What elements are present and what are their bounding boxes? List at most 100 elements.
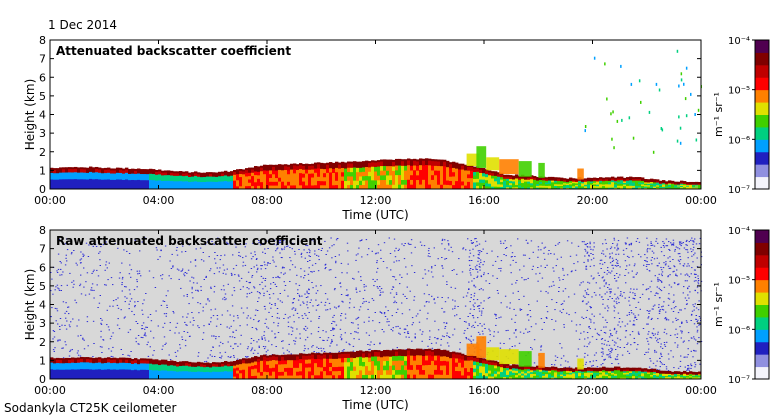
noise-speck <box>335 324 338 326</box>
layer-cell <box>203 176 207 180</box>
layer-cell <box>377 170 381 176</box>
layer-cell <box>92 369 96 373</box>
y-tick-label: 7 <box>39 53 46 66</box>
noise-speck <box>661 356 663 357</box>
layer-cell <box>545 182 549 185</box>
noise-speck <box>606 270 609 271</box>
cloud-speck <box>648 110 651 114</box>
noise-speck <box>335 239 338 241</box>
noise-speck <box>404 295 406 297</box>
layer-cell <box>107 169 111 173</box>
layer-cell <box>386 161 390 167</box>
noise-speck <box>161 274 164 276</box>
noise-speck <box>614 265 617 267</box>
layer-cell <box>290 169 294 174</box>
layer-cell <box>338 184 342 190</box>
noise-speck <box>355 318 357 320</box>
layer-cell <box>677 184 681 186</box>
noise-speck <box>477 260 479 262</box>
layer-cell <box>302 363 306 368</box>
noise-speck <box>428 294 430 296</box>
noise-speck <box>667 319 670 321</box>
noise-speck <box>677 367 680 369</box>
noise-speck <box>477 305 479 307</box>
noise-speck <box>601 338 604 339</box>
layer-cell <box>362 180 366 185</box>
layer-cell <box>431 174 435 180</box>
noise-speck <box>70 321 72 323</box>
noise-speck <box>499 347 502 349</box>
layer-top-edge <box>149 168 153 171</box>
layer-cell <box>110 169 114 174</box>
layer-cell <box>464 181 468 186</box>
noise-speck <box>672 271 674 273</box>
noise-speck <box>671 243 673 245</box>
noise-speck <box>619 266 621 268</box>
noise-speck <box>53 336 56 338</box>
noise-speck <box>138 343 140 345</box>
noise-speck <box>268 311 270 313</box>
layer-cell <box>215 179 219 182</box>
layer-cell <box>176 363 180 367</box>
noise-speck <box>76 325 78 327</box>
noise-speck <box>90 287 93 289</box>
layer-cell <box>80 175 84 180</box>
layer-cell <box>320 180 324 186</box>
colorbar-cell <box>755 141 769 145</box>
layer-cell <box>416 170 420 176</box>
noise-speck <box>253 266 255 268</box>
noise-speck <box>96 269 98 271</box>
layer-cell <box>314 354 318 360</box>
layer-cell <box>497 181 501 185</box>
noise-speck <box>120 309 122 311</box>
noise-speck <box>510 256 513 258</box>
noise-speck <box>79 285 81 287</box>
noise-speck <box>304 275 306 276</box>
layer-cell <box>323 366 327 372</box>
layer-cell <box>635 182 639 185</box>
noise-speck <box>687 354 689 356</box>
layer-cell <box>428 160 432 166</box>
layer-cell <box>161 370 165 374</box>
noise-speck <box>697 280 700 281</box>
noise-speck <box>99 265 101 266</box>
noise-speck <box>168 275 170 277</box>
noise-speck <box>358 338 360 340</box>
noise-speck <box>144 328 146 330</box>
noise-speck <box>340 315 342 317</box>
layer-cell <box>614 179 618 182</box>
layer-top-edge <box>53 358 57 361</box>
noise-speck <box>242 261 245 263</box>
noise-speck <box>338 305 340 307</box>
layer-cell <box>284 181 288 186</box>
layer-cell <box>182 370 186 374</box>
layer-cell <box>221 371 225 375</box>
noise-speck <box>110 277 113 279</box>
noise-speck <box>634 295 636 296</box>
layer-cell <box>152 185 156 190</box>
noise-speck <box>657 265 659 267</box>
layer-top-edge <box>323 163 327 166</box>
noise-speck <box>679 365 682 367</box>
layer-cell <box>143 369 147 374</box>
layer-cell <box>200 371 204 375</box>
noise-speck <box>606 322 608 323</box>
colorbar-tick-label: 10⁻⁶ <box>728 135 750 146</box>
noise-speck <box>611 348 614 350</box>
layer-cell <box>260 367 264 372</box>
noise-speck <box>224 293 227 295</box>
layer-cell <box>455 164 459 169</box>
layer-cell <box>689 187 693 189</box>
layer-cell <box>518 187 522 190</box>
noise-speck <box>513 308 515 310</box>
layer-cell <box>299 184 303 190</box>
layer-cell <box>113 375 117 380</box>
noise-speck <box>692 356 694 358</box>
layer-cell <box>461 169 465 174</box>
layer-cell <box>113 173 117 177</box>
layer-cell <box>518 181 522 184</box>
layer-top-edge <box>302 353 306 356</box>
noise-speck <box>286 349 289 351</box>
noise-speck <box>476 241 478 243</box>
layer-cell <box>374 180 378 185</box>
